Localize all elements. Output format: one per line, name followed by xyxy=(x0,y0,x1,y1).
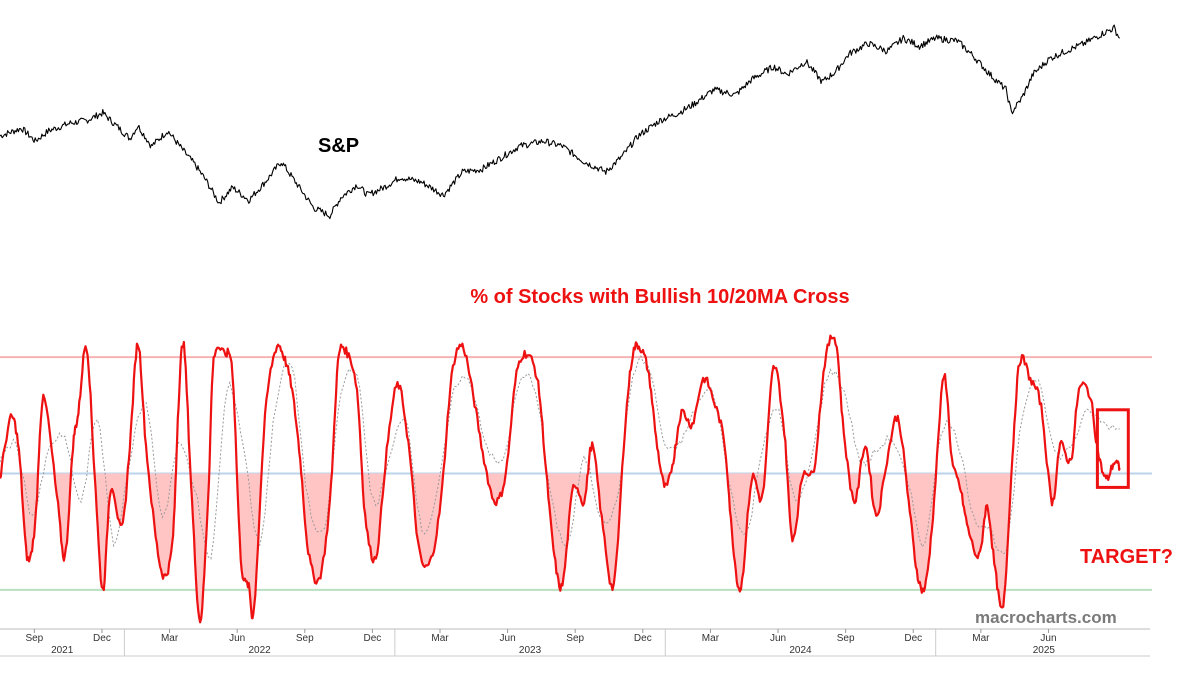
month-tick-label: Sep xyxy=(566,633,584,644)
year-tick-label: 2021 xyxy=(51,645,74,656)
x-axis: Sep Dec Mar Jun Sep Dec Mar Jun Sep Dec Mar Jun Sep D… xyxy=(0,628,1150,657)
month-tick-label: Jun xyxy=(500,633,516,644)
highlight-box xyxy=(1095,408,1130,489)
month-ticks: Sep Dec Mar Jun Sep Dec Mar Jun Sep Dec Mar Jun Sep D… xyxy=(25,629,1057,644)
watermark: macrocharts.com xyxy=(975,608,1117,627)
year-tick-label: 2022 xyxy=(248,645,271,656)
year-ticks: 2021 2022 2023 2024 2025 xyxy=(51,629,1055,656)
month-tick-label: Dec xyxy=(904,633,922,644)
price-label: S&P xyxy=(318,135,359,157)
indicator-panel: TARGET? xyxy=(0,334,1173,624)
month-tick-label: Dec xyxy=(634,633,652,644)
oversold-fill-area xyxy=(0,473,1120,623)
month-tick-label: Sep xyxy=(25,633,43,644)
target-annotation: TARGET? xyxy=(1080,546,1173,568)
month-tick-label: Sep xyxy=(837,633,855,644)
price-panel: S&P xyxy=(0,24,1121,220)
indicator-line xyxy=(0,334,1121,624)
month-tick-label: Mar xyxy=(702,633,720,644)
year-tick-label: 2024 xyxy=(789,645,812,656)
month-tick-label: Jun xyxy=(770,633,786,644)
year-tick-label: 2023 xyxy=(519,645,542,656)
month-tick-label: Dec xyxy=(93,633,111,644)
month-tick-label: Sep xyxy=(296,633,314,644)
year-tick-label: 2025 xyxy=(1033,645,1056,656)
indicator-title: % of Stocks with Bullish 10/20MA Cross xyxy=(470,286,849,308)
price-line xyxy=(0,24,1121,220)
month-tick-label: Dec xyxy=(363,633,381,644)
month-tick-label: Jun xyxy=(229,633,245,644)
month-tick-label: Mar xyxy=(161,633,179,644)
month-tick-label: Mar xyxy=(431,633,449,644)
month-tick-label: Mar xyxy=(972,633,990,644)
month-tick-label: Jun xyxy=(1040,633,1056,644)
